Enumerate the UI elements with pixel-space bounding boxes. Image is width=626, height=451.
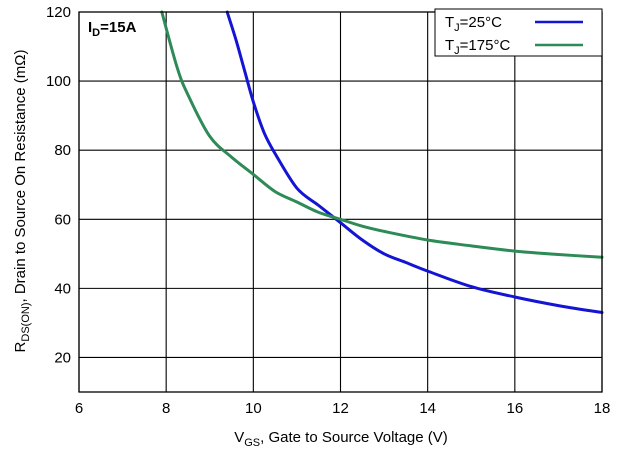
x-tick-label: 16 bbox=[506, 400, 523, 417]
x-tick-label: 18 bbox=[594, 400, 611, 417]
series-line-175c bbox=[160, 10, 604, 259]
grid bbox=[78, 11, 603, 392]
series-line-25c bbox=[225, 10, 604, 314]
tick-labels: 6 8 10 12 14 16 18 20 40 60 80 100 120 bbox=[46, 4, 610, 417]
x-tick-label: 6 bbox=[75, 400, 83, 417]
legend-box bbox=[434, 8, 603, 57]
legend-label-25c: TJ=25°C bbox=[445, 14, 502, 34]
x-tick-label: 8 bbox=[162, 400, 170, 417]
x-tick-label: 10 bbox=[245, 400, 262, 417]
x-axis-title: VGS, Gate to Source Voltage (V) bbox=[234, 429, 448, 449]
curves bbox=[160, 10, 604, 314]
y-tick-label: 80 bbox=[54, 142, 71, 159]
y-axis-title: RDS(ON), Drain to Source On Resistance (… bbox=[12, 50, 32, 353]
y-tick-label: 60 bbox=[54, 211, 71, 228]
legend-label-175c: TJ=175°C bbox=[445, 37, 510, 57]
current-annotation: ID=15A bbox=[88, 19, 137, 39]
y-tick-label: 40 bbox=[54, 280, 71, 297]
y-tick-label: 120 bbox=[46, 4, 71, 21]
y-tick-label: 100 bbox=[46, 73, 71, 90]
legend: TJ=25°C TJ=175°C bbox=[434, 8, 603, 57]
x-tick-label: 12 bbox=[332, 400, 349, 417]
x-tick-label: 14 bbox=[419, 400, 436, 417]
y-tick-label: 20 bbox=[54, 349, 71, 366]
plot-frame bbox=[78, 11, 603, 393]
